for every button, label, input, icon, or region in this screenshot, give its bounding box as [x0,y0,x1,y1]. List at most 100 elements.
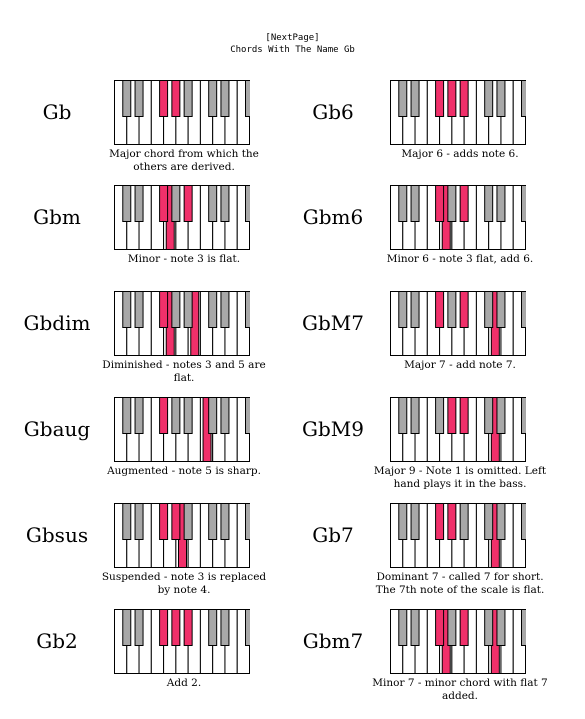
black-key [245,503,250,540]
black-key [208,291,218,328]
chord-description: Major 7 - add note 7. [404,359,516,371]
black-key [410,80,420,117]
keyboard-diagram [390,609,526,674]
chord-name: Gb2 [36,629,78,653]
chord-name: Gbsus [25,523,89,547]
black-key [447,185,457,222]
black-key [521,291,526,328]
highlighted-black-key [159,397,169,434]
black-key [220,609,230,646]
page-header: [NextPage] Chords With The Name Gb [0,32,585,56]
highlighted-black-key [435,503,445,540]
black-key [521,80,526,117]
highlighted-black-key [159,503,169,540]
highlighted-black-key [159,609,169,646]
chord-gbaug: Gbaug Augmented - note 5 is sharp. [4,397,274,507]
chord-gbdim: Gbdim Diminished - notes 3 and 5 are flat… [4,291,274,401]
black-key [435,397,445,434]
chord-description: Augmented - note 5 is sharp. [107,465,261,477]
black-key [496,397,506,434]
black-key [171,397,181,434]
black-key [220,185,230,222]
highlighted-black-key [447,397,457,434]
highlighted-black-key [159,185,169,222]
black-key [220,80,230,117]
black-key [398,503,408,540]
highlighted-black-key [459,291,469,328]
keyboard-diagram [114,397,250,462]
black-key [171,185,181,222]
black-key [496,80,506,117]
black-key [134,80,144,117]
black-key [122,80,132,117]
black-key [122,397,132,434]
chord-description: Suspended - note 3 is replaced by note 4… [101,571,267,596]
highlighted-black-key [159,80,169,117]
black-key [122,291,132,328]
keyboard-diagram [114,503,250,568]
chord-description: Major chord from which the others are de… [109,148,259,173]
keyboard-diagram [390,503,526,568]
black-key [459,503,469,540]
black-key [398,291,408,328]
black-key [122,185,132,222]
black-key [134,185,144,222]
black-key [410,397,420,434]
chord-gbsus: Gbsus Suspended - note 3 is replaced by n… [4,503,274,613]
black-key [245,397,250,434]
black-key [521,185,526,222]
black-key [183,291,193,328]
black-key [447,291,457,328]
chord-gbm7: Gbm7 Minor 7 - minor chord with flat 7 ad… [280,609,550,719]
black-key [398,609,408,646]
highlighted-black-key [171,609,181,646]
highlighted-black-key [183,609,193,646]
chord-description: Dominant 7 - called 7 for short. The 7th… [375,571,545,596]
black-key [208,185,218,222]
chord-gbm9: GbM9 Major 9 - Note 1 is omitted. Left ha… [280,397,550,507]
black-key [496,503,506,540]
highlighted-black-key [159,291,169,328]
chord-description: Diminished - notes 3 and 5 are flat. [102,359,266,384]
black-key [521,609,526,646]
highlighted-black-key [171,503,181,540]
black-key [134,609,144,646]
black-key [410,291,420,328]
black-key [398,80,408,117]
black-key [484,503,494,540]
black-key [521,397,526,434]
chord-description: Minor - note 3 is flat. [127,253,241,265]
black-key [496,185,506,222]
keyboard-diagram [114,185,250,250]
chord-name: Gbm6 [302,205,364,229]
black-key [496,609,506,646]
black-key [183,503,193,540]
chord-name: Gb [42,100,72,124]
black-key [208,397,218,434]
chord-name: Gbdim [23,311,91,335]
chord-gb: Gb Major chord from which the others are … [4,80,274,190]
black-key [134,397,144,434]
keyboard-diagram [390,185,526,250]
black-key [208,609,218,646]
black-key [484,80,494,117]
keyboard-diagram [390,397,526,462]
black-key [122,503,132,540]
page-title: Chords With The Name Gb [230,45,355,55]
black-key [245,185,250,222]
chord-description: Major 9 - Note 1 is omitted. Left hand p… [373,465,547,490]
highlighted-black-key [435,185,445,222]
chord-gbm7: GbM7 Major 7 - add note 7. [280,291,550,401]
black-key [410,503,420,540]
chord-gb7: Gb7 Dominant 7 - called 7 for short. The … [280,503,550,613]
keyboard-diagram [390,80,526,145]
black-key [410,609,420,646]
black-key [496,291,506,328]
keyboard-diagram [114,80,250,145]
black-key [208,503,218,540]
highlighted-black-key [459,185,469,222]
chord-name: GbM7 [302,311,364,335]
black-key [183,397,193,434]
black-key [245,609,250,646]
keyboard-diagram [114,291,250,356]
